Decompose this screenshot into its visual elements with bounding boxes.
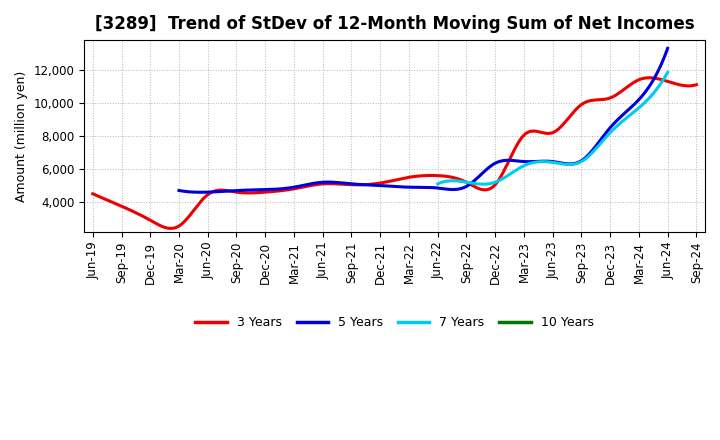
7 Years xyxy=(571,161,580,166)
5 Years xyxy=(467,180,476,186)
7 Years xyxy=(575,160,583,165)
7 Years xyxy=(479,182,487,187)
5 Years xyxy=(196,190,204,195)
7 Years xyxy=(433,181,442,187)
Line: 7 Years: 7 Years xyxy=(438,72,667,184)
5 Years xyxy=(175,188,184,193)
7 Years xyxy=(434,181,443,186)
5 Years xyxy=(466,182,474,187)
Line: 5 Years: 5 Years xyxy=(179,48,667,192)
7 Years xyxy=(570,161,579,167)
Y-axis label: Amount (million yen): Amount (million yen) xyxy=(15,70,28,202)
Legend: 3 Years, 5 Years, 7 Years, 10 Years: 3 Years, 5 Years, 7 Years, 10 Years xyxy=(191,311,599,334)
5 Years xyxy=(663,46,672,51)
7 Years xyxy=(628,111,636,116)
3 Years xyxy=(460,179,469,184)
3 Years xyxy=(89,191,97,196)
5 Years xyxy=(588,148,597,153)
5 Years xyxy=(475,173,484,178)
3 Years xyxy=(692,82,701,88)
3 Years xyxy=(646,75,654,81)
3 Years xyxy=(167,226,176,231)
Line: 3 Years: 3 Years xyxy=(93,78,696,228)
7 Years xyxy=(642,98,651,103)
Title: [3289]  Trend of StDev of 12-Month Moving Sum of Net Incomes: [3289] Trend of StDev of 12-Month Moving… xyxy=(95,15,694,33)
3 Years xyxy=(448,175,456,180)
3 Years xyxy=(91,192,99,197)
3 Years xyxy=(450,175,459,180)
5 Years xyxy=(176,188,185,194)
5 Years xyxy=(619,112,628,117)
7 Years xyxy=(663,70,672,75)
3 Years xyxy=(599,97,608,102)
3 Years xyxy=(637,76,646,81)
